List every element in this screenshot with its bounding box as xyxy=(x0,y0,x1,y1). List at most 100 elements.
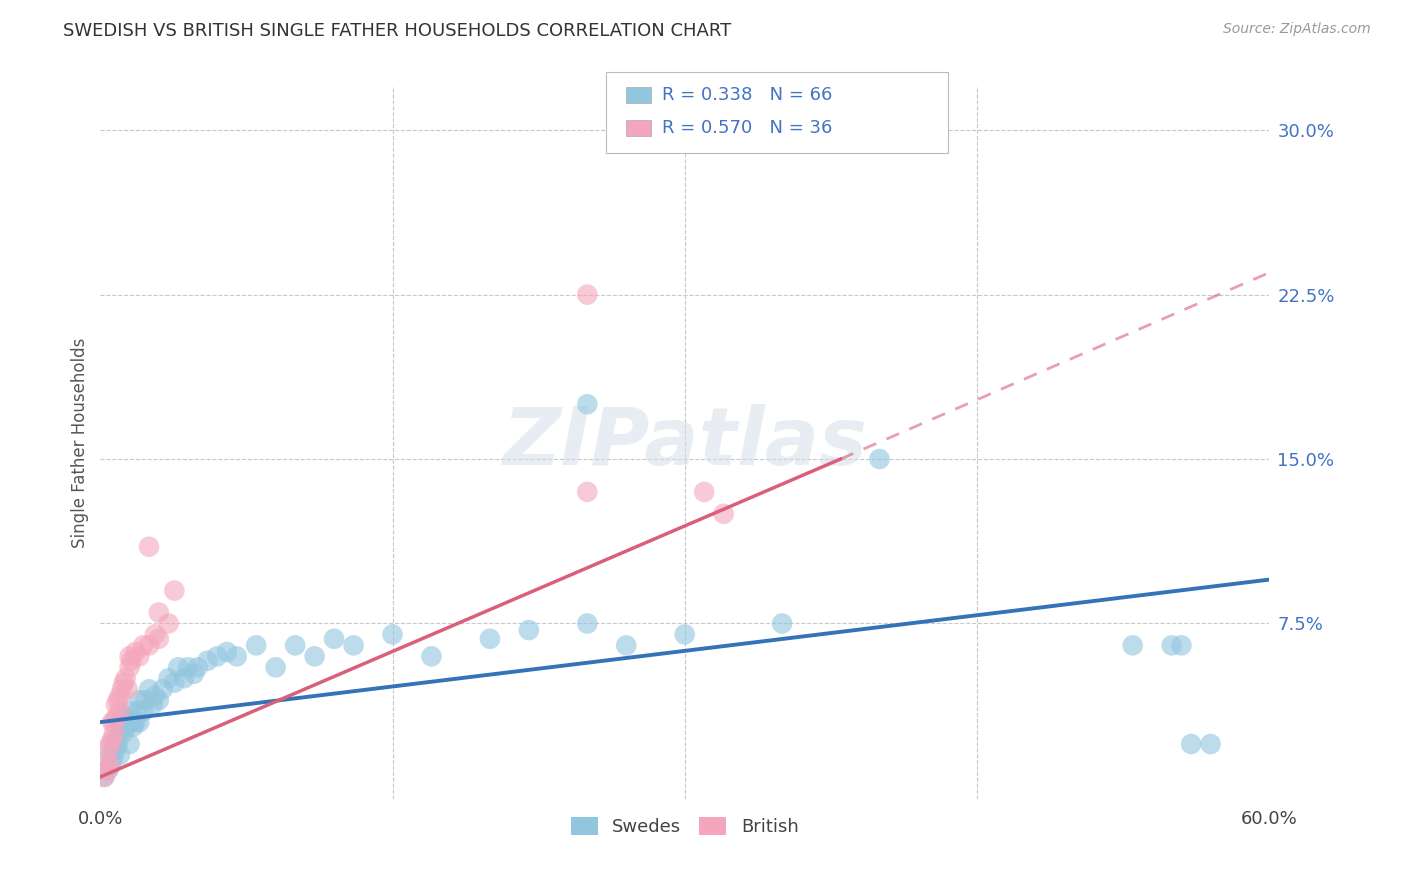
Point xyxy=(143,627,166,641)
Point xyxy=(157,616,180,631)
Point xyxy=(96,764,118,778)
Point xyxy=(107,693,129,707)
Point xyxy=(576,616,599,631)
Point xyxy=(93,770,115,784)
Point xyxy=(148,693,170,707)
Point xyxy=(104,732,127,747)
Point xyxy=(122,719,145,733)
Point xyxy=(167,660,190,674)
Point xyxy=(108,747,131,762)
Point xyxy=(114,719,136,733)
Point xyxy=(197,654,219,668)
Point xyxy=(108,689,131,703)
Point xyxy=(118,737,141,751)
Point xyxy=(1160,639,1182,653)
Point xyxy=(97,741,120,756)
Point xyxy=(117,711,139,725)
Point xyxy=(205,649,228,664)
Point xyxy=(420,649,443,664)
Text: R = 0.338   N = 66: R = 0.338 N = 66 xyxy=(662,87,832,104)
Point xyxy=(97,755,120,769)
Point xyxy=(98,759,121,773)
Point xyxy=(124,715,146,730)
Point xyxy=(173,671,195,685)
Point xyxy=(108,726,131,740)
Point xyxy=(121,715,143,730)
Point xyxy=(517,623,540,637)
Point xyxy=(104,711,127,725)
Point xyxy=(103,715,125,730)
Point xyxy=(576,287,599,301)
Point xyxy=(869,452,891,467)
Point xyxy=(478,632,501,646)
Point xyxy=(112,726,135,740)
Point xyxy=(342,639,364,653)
Point xyxy=(304,649,326,664)
Point xyxy=(1199,737,1222,751)
Point xyxy=(108,715,131,730)
Point xyxy=(117,682,139,697)
Point xyxy=(98,747,121,762)
Point xyxy=(112,675,135,690)
Point xyxy=(104,698,127,712)
Point xyxy=(215,645,238,659)
Point xyxy=(157,671,180,685)
Point xyxy=(114,671,136,685)
Point xyxy=(138,540,160,554)
Point xyxy=(142,698,165,712)
Point xyxy=(673,627,696,641)
Point xyxy=(177,660,200,674)
Point xyxy=(148,606,170,620)
Point xyxy=(101,755,124,769)
Point xyxy=(112,711,135,725)
Point xyxy=(138,682,160,697)
Point xyxy=(114,715,136,730)
Point xyxy=(127,704,149,718)
Point xyxy=(163,583,186,598)
Text: SWEDISH VS BRITISH SINGLE FATHER HOUSEHOLDS CORRELATION CHART: SWEDISH VS BRITISH SINGLE FATHER HOUSEHO… xyxy=(63,22,731,40)
Point xyxy=(225,649,247,664)
Y-axis label: Single Father Households: Single Father Households xyxy=(72,337,89,548)
Point xyxy=(103,747,125,762)
Point xyxy=(121,654,143,668)
Point xyxy=(108,704,131,718)
Point xyxy=(163,675,186,690)
Text: R = 0.570   N = 36: R = 0.570 N = 36 xyxy=(662,119,832,136)
Text: Source: ZipAtlas.com: Source: ZipAtlas.com xyxy=(1223,22,1371,37)
Point xyxy=(245,639,267,653)
Point xyxy=(713,507,735,521)
Point xyxy=(770,616,793,631)
Point xyxy=(576,484,599,499)
Point xyxy=(183,666,205,681)
Point xyxy=(134,693,156,707)
Point xyxy=(104,741,127,756)
Point xyxy=(138,639,160,653)
Point xyxy=(111,719,134,733)
Point xyxy=(118,704,141,718)
Point xyxy=(128,649,150,664)
Point xyxy=(1180,737,1202,751)
Point xyxy=(143,689,166,703)
Point xyxy=(1170,639,1192,653)
Legend: Swedes, British: Swedes, British xyxy=(564,809,806,843)
Point xyxy=(103,726,125,740)
Point xyxy=(97,764,120,778)
Point xyxy=(152,682,174,697)
Point xyxy=(1122,639,1144,653)
Point xyxy=(323,632,346,646)
Point xyxy=(111,682,134,697)
Point xyxy=(381,627,404,641)
Point xyxy=(98,759,121,773)
Point xyxy=(124,645,146,659)
Point xyxy=(107,737,129,751)
Point xyxy=(118,660,141,674)
Point xyxy=(93,770,115,784)
Point xyxy=(103,737,125,751)
Point xyxy=(264,660,287,674)
Text: ZIPatlas: ZIPatlas xyxy=(502,403,868,482)
Point xyxy=(118,649,141,664)
Point xyxy=(128,693,150,707)
Point xyxy=(187,660,209,674)
Point xyxy=(576,397,599,411)
Point xyxy=(98,737,121,751)
